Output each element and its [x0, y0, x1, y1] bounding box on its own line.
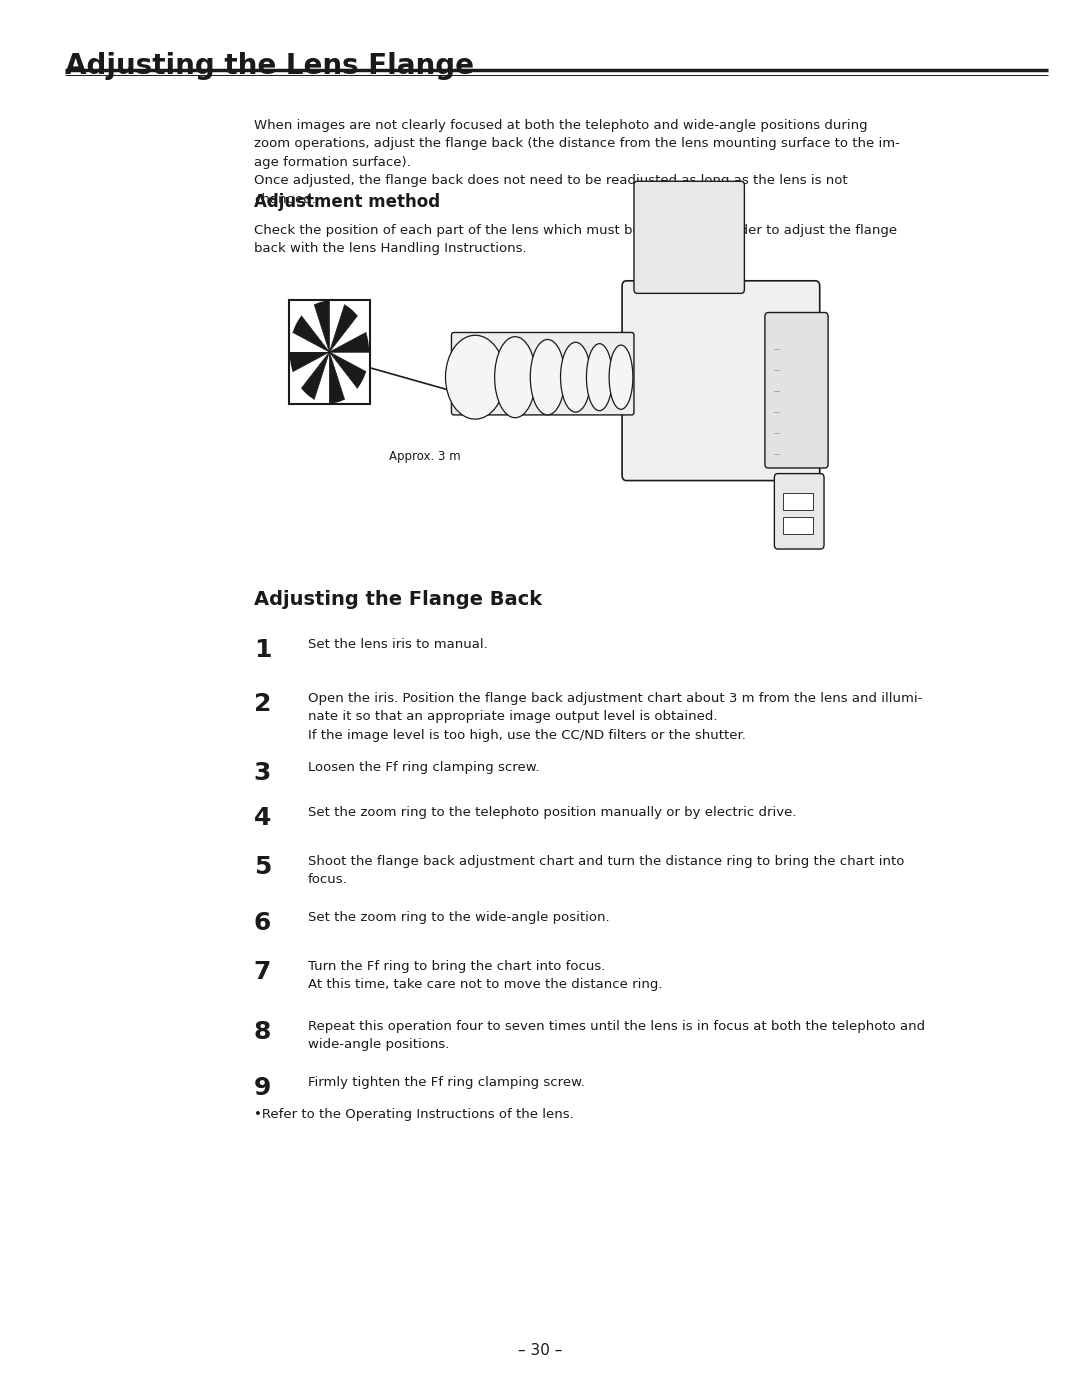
FancyBboxPatch shape	[634, 182, 744, 293]
FancyBboxPatch shape	[451, 332, 634, 415]
Text: Shoot the flange back adjustment chart and turn the distance ring to bring the c: Shoot the flange back adjustment chart a…	[308, 855, 904, 887]
Text: Adjustment method: Adjustment method	[254, 193, 440, 211]
Ellipse shape	[586, 344, 612, 411]
Bar	[289, 300, 369, 405]
Polygon shape	[314, 300, 329, 352]
FancyBboxPatch shape	[765, 313, 828, 468]
Text: Turn the Ff ring to bring the chart into focus.
At this time, take care not to m: Turn the Ff ring to bring the chart into…	[308, 960, 662, 992]
Polygon shape	[329, 352, 345, 404]
Polygon shape	[329, 305, 357, 352]
Text: When images are not clearly focused at both the telephoto and wide-angle positio: When images are not clearly focused at b…	[254, 119, 900, 205]
Bar	[783, 517, 813, 534]
Text: 8: 8	[254, 1020, 271, 1044]
FancyBboxPatch shape	[774, 474, 824, 549]
Text: 5: 5	[254, 855, 271, 879]
Text: 6: 6	[254, 911, 271, 935]
Ellipse shape	[609, 345, 633, 409]
Text: 4: 4	[254, 806, 271, 830]
Text: Set the zoom ring to the telephoto position manually or by electric drive.: Set the zoom ring to the telephoto posit…	[308, 806, 796, 819]
Text: Approx. 3 m: Approx. 3 m	[389, 450, 460, 462]
Text: 3: 3	[254, 761, 271, 785]
Text: Adjusting the Flange Back: Adjusting the Flange Back	[254, 590, 542, 609]
FancyBboxPatch shape	[622, 281, 820, 481]
Text: 1: 1	[254, 638, 271, 662]
Text: Firmly tighten the Ff ring clamping screw.: Firmly tighten the Ff ring clamping scre…	[308, 1076, 584, 1088]
Text: Set the lens iris to manual.: Set the lens iris to manual.	[308, 638, 487, 651]
Ellipse shape	[530, 339, 565, 415]
Text: Check the position of each part of the lens which must be operated in order to a: Check the position of each part of the l…	[254, 224, 896, 256]
Polygon shape	[329, 352, 366, 388]
Text: •Refer to the Operating Instructions of the lens.: •Refer to the Operating Instructions of …	[254, 1108, 573, 1120]
Polygon shape	[289, 352, 329, 372]
Text: Adjusting the Lens Flange: Adjusting the Lens Flange	[65, 52, 474, 80]
Ellipse shape	[561, 342, 591, 412]
Text: – 30 –: – 30 –	[517, 1343, 563, 1358]
Text: 2: 2	[254, 692, 271, 715]
Polygon shape	[329, 332, 369, 352]
Text: Loosen the Ff ring clamping screw.: Loosen the Ff ring clamping screw.	[308, 761, 539, 774]
Ellipse shape	[445, 335, 504, 419]
Polygon shape	[301, 352, 329, 400]
Ellipse shape	[495, 337, 536, 418]
Text: 7: 7	[254, 960, 271, 983]
Polygon shape	[293, 316, 329, 352]
Bar	[783, 493, 813, 510]
Text: 9: 9	[254, 1076, 271, 1099]
Text: Repeat this operation four to seven times until the lens is in focus at both the: Repeat this operation four to seven time…	[308, 1020, 924, 1052]
Text: Open the iris. Position the flange back adjustment chart about 3 m from the lens: Open the iris. Position the flange back …	[308, 692, 922, 742]
Text: Set the zoom ring to the wide-angle position.: Set the zoom ring to the wide-angle posi…	[308, 911, 609, 923]
